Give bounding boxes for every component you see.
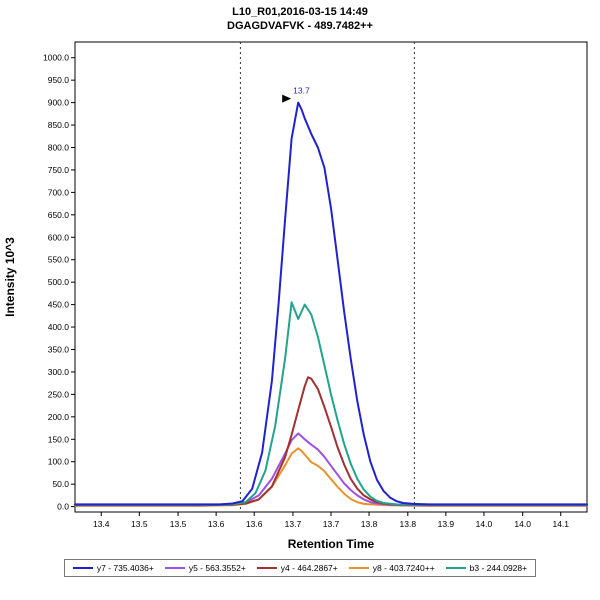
x-tick-label: 13.5 [170, 519, 187, 529]
legend-label-y4: y4 - 464.2867+ [280, 562, 338, 573]
y-tick-label: 500.0 [48, 277, 70, 287]
y-tick-label: 350.0 [48, 344, 70, 354]
legend-swatch-b3 [445, 566, 466, 569]
chromatogram-plot[interactable]: 0.0 50.0 100.0 150.0 200.0 250.0 300.0 350.0 400… [0, 34, 600, 558]
legend-label-y8: y8 - 403.7240++ [372, 562, 435, 573]
y-tick-label: 200.0 [48, 411, 70, 421]
chart-subtitle: DGAGDVAFVK - 489.7482++ [227, 20, 373, 33]
legend-swatch-y7 [72, 566, 93, 569]
legend-swatch-y4 [256, 566, 277, 569]
x-tick-label: 13.8 [400, 519, 417, 529]
y-tick-label: 800.0 [48, 142, 70, 152]
x-tick-label: 14.0 [514, 519, 531, 529]
y-tick-label: 850.0 [48, 120, 70, 130]
legend-box: y7 - 735.4036+ y5 - 563.3552+ y4 - 464.286… [63, 558, 537, 577]
series-line-y7 [74, 101, 588, 505]
y-tick-label: 950.0 [48, 75, 70, 85]
legend-label-b3: b3 - 244.0928+ [469, 562, 528, 573]
y-tick-label: 750.0 [48, 165, 70, 175]
y-tick-label: 700.0 [48, 187, 70, 197]
x-tick-label: 14.0 [476, 519, 493, 529]
x-axis-label: Retention Time [288, 537, 375, 551]
legend-item-b3: b3 - 244.0928+ [445, 562, 528, 573]
y-tick-label: 550.0 [48, 254, 70, 264]
x-tick-label: 13.7 [285, 519, 302, 529]
y-tick-label: 100.0 [48, 456, 70, 466]
y-tick-label: 250.0 [48, 389, 70, 399]
legend: y7 - 735.4036+ y5 - 563.3552+ y4 - 464.286… [0, 558, 600, 577]
legend-item-y7: y7 - 735.4036+ [72, 562, 154, 573]
y-tick-label: 900.0 [48, 97, 70, 107]
y-tick-label: 450.0 [48, 299, 70, 309]
legend-item-y4: y4 - 464.2867+ [256, 562, 338, 573]
x-tick-label: 13.5 [131, 519, 148, 529]
chart-title: L10_R01,2016-03-15 14:49 [232, 6, 368, 18]
x-tick-label: 13.9 [438, 519, 455, 529]
legend-swatch-y8 [348, 566, 369, 569]
plot-frame[interactable] [74, 41, 588, 513]
y-tick-label: 300.0 [48, 367, 70, 377]
legend-swatch-y5 [164, 566, 185, 569]
y-tick-label: 150.0 [48, 434, 70, 444]
series-line-b3 [74, 300, 588, 506]
x-tick-label: 13.7 [323, 519, 340, 529]
x-tick-label: 13.6 [246, 519, 263, 529]
peak-arrow-icon [282, 94, 292, 103]
y-tick-label: 400.0 [48, 322, 70, 332]
y-tick-label: 600.0 [48, 232, 70, 242]
legend-item-y5: y5 - 563.3552+ [164, 562, 246, 573]
x-tick-label: 14.1 [552, 519, 569, 529]
y-tick-label: 0.0 [57, 501, 69, 511]
x-tick-label: 13.6 [208, 519, 225, 529]
chart-header: L10_R01,2016-03-15 14:49 DGAGDVAFVK - 48… [0, 0, 600, 34]
legend-item-y8: y8 - 403.7240++ [348, 562, 435, 573]
y-tick-label: 50.0 [52, 479, 69, 489]
y-axis-label: Intensity 10^3 [3, 236, 17, 316]
x-tick-label: 13.4 [93, 519, 110, 529]
x-tick-label: 13.8 [361, 519, 378, 529]
legend-label-y7: y7 - 735.4036+ [96, 562, 154, 573]
peak-annotation-label: 13.7 [293, 85, 310, 95]
y-tick-label: 650.0 [48, 209, 70, 219]
y-tick-label: 1000.0 [43, 52, 69, 62]
legend-label-y5: y5 - 563.3552+ [188, 562, 246, 573]
